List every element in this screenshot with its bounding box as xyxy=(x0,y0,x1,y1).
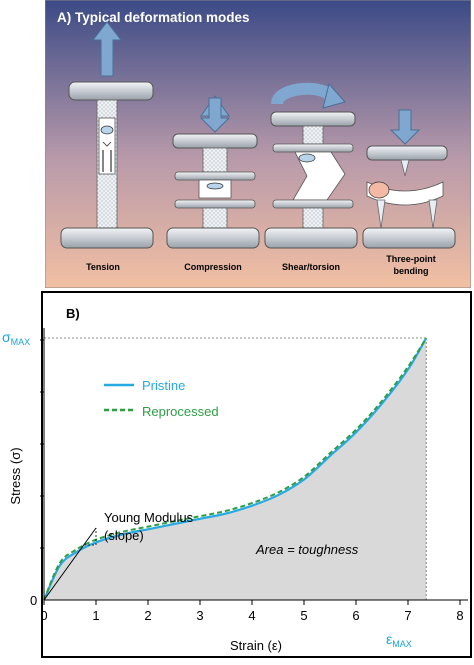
top-plate xyxy=(68,81,154,101)
down-arrow-icon xyxy=(199,97,231,133)
top-plate xyxy=(172,133,258,149)
y-tick-label: 0 xyxy=(30,593,37,608)
label-three-point: Three-point xyxy=(386,254,436,264)
sigma-max-label: σMAX xyxy=(2,329,30,347)
slope-triangle xyxy=(84,528,97,546)
x-tick-label: 3 xyxy=(196,608,203,623)
young-modulus-slope-line xyxy=(43,527,97,601)
x-tick-label: 8 xyxy=(456,608,463,623)
plot-area xyxy=(42,337,428,601)
x-tick-label: 0 xyxy=(40,608,47,623)
eps-max-label: εMAX xyxy=(386,631,412,649)
deformation-modes-illustration: A) Typical deformation modes xyxy=(44,0,472,289)
top-plate xyxy=(366,145,448,161)
label-compression: Compression xyxy=(184,262,242,272)
face-eyes-icon xyxy=(298,153,316,163)
x-tick-label: 5 xyxy=(300,608,307,623)
y-axis-title: Stress (σ) xyxy=(8,447,23,504)
legend: Pristine Reprocessed xyxy=(104,378,219,419)
panel-b: B) 0 1 2 3 4 5 6 7 8 0 σMAX εMAX Strain (ε) Stre… xyxy=(0,288,474,660)
three-point-bending-illustration xyxy=(362,109,456,249)
legend-pristine-label: Pristine xyxy=(142,378,185,393)
x-tick-label: 1 xyxy=(92,608,99,623)
face-eyes-icon xyxy=(100,125,114,135)
bottom-plate xyxy=(362,227,456,249)
x-tick-label: 6 xyxy=(352,608,359,623)
up-arrow-icon xyxy=(91,21,123,77)
face-mouth-icon xyxy=(102,141,112,147)
bottom-plate xyxy=(60,227,154,249)
label-tension: Tension xyxy=(86,262,120,272)
panel-a-title: A) Typical deformation modes xyxy=(57,10,250,25)
series-reprocessed-line xyxy=(43,337,428,601)
x-tick-label: 2 xyxy=(144,608,151,623)
x-tick-label: 7 xyxy=(404,608,411,623)
label-bending: bending xyxy=(394,266,429,276)
toughness-area xyxy=(44,338,427,600)
label-shear-torsion: Shear/torsion xyxy=(282,262,340,272)
stress-strain-chart: B) 0 1 2 3 4 5 6 7 8 0 σMAX εMAX Strain (ε) Stre… xyxy=(2,291,472,658)
slope-label: (slope) xyxy=(104,528,144,543)
x-ticks: 0 1 2 3 4 5 6 7 8 xyxy=(40,600,464,623)
face-eyes-icon xyxy=(206,182,224,190)
down-arrow-icon xyxy=(389,109,421,145)
bottom-plate xyxy=(166,227,260,249)
face-icon xyxy=(368,181,390,199)
x-axis-title: Strain (ε) xyxy=(230,638,282,653)
y-ticks: 0 xyxy=(30,339,44,608)
tension-illustration xyxy=(60,21,154,249)
bottom-plate xyxy=(264,227,358,249)
legend-reprocessed-label: Reprocessed xyxy=(142,404,219,419)
x-tick-label: 4 xyxy=(248,608,255,623)
top-plate xyxy=(270,111,356,127)
panel-a: A) Typical deformation modes xyxy=(44,0,472,289)
shear-torsion-illustration xyxy=(264,82,358,249)
panel-b-label: B) xyxy=(66,306,80,321)
young-modulus-label: Young Modulus xyxy=(104,510,194,525)
compression-illustration xyxy=(166,95,260,249)
toughness-label: Area = toughness xyxy=(255,542,359,557)
